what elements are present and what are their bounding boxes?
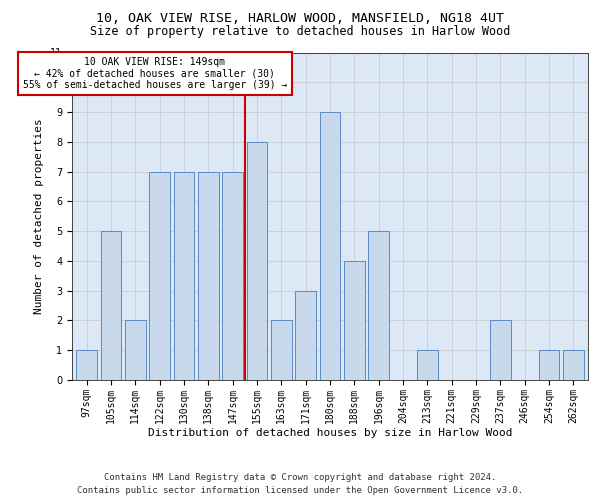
Bar: [539, 350, 559, 380]
Bar: [76, 350, 97, 380]
Text: Size of property relative to detached houses in Harlow Wood: Size of property relative to detached ho…: [90, 25, 510, 38]
Bar: [295, 290, 316, 380]
Bar: [320, 112, 340, 380]
Bar: [417, 350, 438, 380]
Bar: [198, 172, 218, 380]
Bar: [149, 172, 170, 380]
Bar: [490, 320, 511, 380]
Bar: [271, 320, 292, 380]
Bar: [368, 231, 389, 380]
Y-axis label: Number of detached properties: Number of detached properties: [34, 118, 44, 314]
Bar: [222, 172, 243, 380]
Bar: [173, 172, 194, 380]
Text: 10, OAK VIEW RISE, HARLOW WOOD, MANSFIELD, NG18 4UT: 10, OAK VIEW RISE, HARLOW WOOD, MANSFIEL…: [96, 12, 504, 26]
Bar: [563, 350, 584, 380]
Bar: [247, 142, 268, 380]
Text: 10 OAK VIEW RISE: 149sqm
← 42% of detached houses are smaller (30)
55% of semi-d: 10 OAK VIEW RISE: 149sqm ← 42% of detach…: [23, 57, 287, 90]
X-axis label: Distribution of detached houses by size in Harlow Wood: Distribution of detached houses by size …: [148, 428, 512, 438]
Bar: [101, 231, 121, 380]
Bar: [344, 261, 365, 380]
Bar: [125, 320, 146, 380]
Text: Contains HM Land Registry data © Crown copyright and database right 2024.
Contai: Contains HM Land Registry data © Crown c…: [77, 474, 523, 495]
